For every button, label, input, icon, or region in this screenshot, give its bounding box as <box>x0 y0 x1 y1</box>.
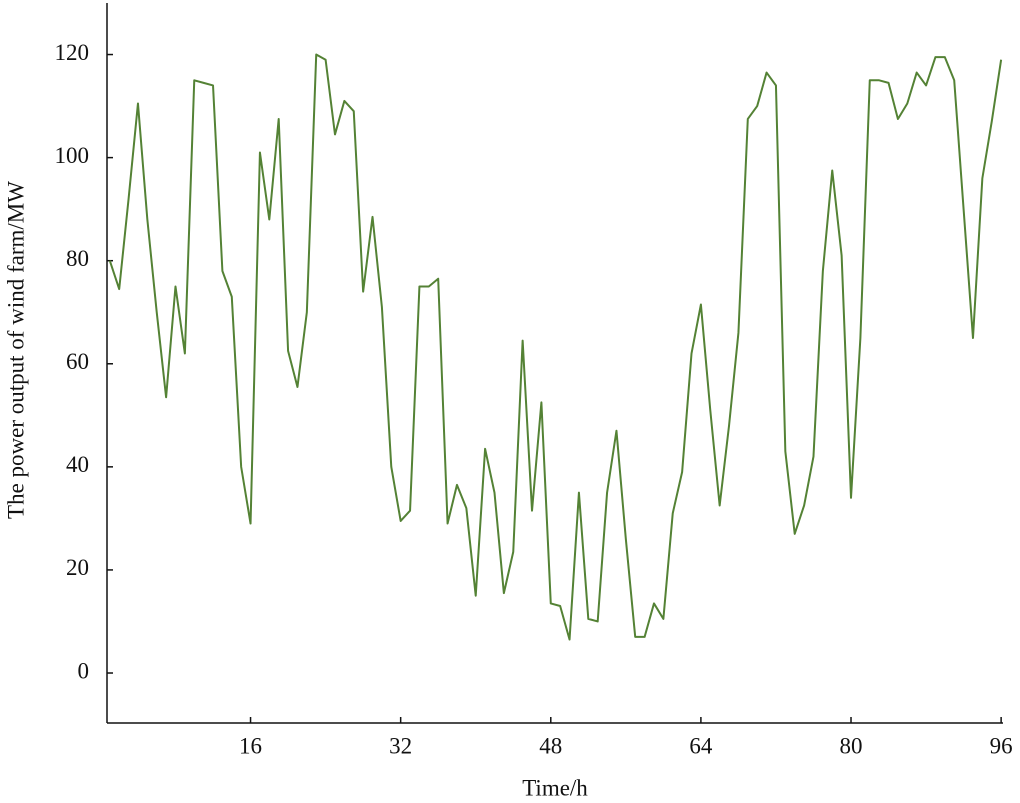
y-tick-label: 60 <box>66 349 89 374</box>
x-axis-label: Time/h <box>522 775 588 800</box>
y-tick-label: 100 <box>55 143 90 168</box>
y-tick-label: 0 <box>78 658 90 683</box>
y-axis-label: The power output of wind farm/MW <box>3 181 28 519</box>
y-tick-label: 20 <box>66 555 89 580</box>
x-tick-label: 48 <box>539 733 562 758</box>
data-line <box>108 53 1003 641</box>
x-tick-label: 16 <box>239 733 262 758</box>
x-tick-label: 32 <box>389 733 412 758</box>
x-tick-label: 64 <box>689 733 713 758</box>
x-tick-label: 80 <box>840 733 863 758</box>
x-tick-label: 96 <box>990 733 1013 758</box>
y-tick-label: 120 <box>55 40 90 65</box>
y-tick-label: 80 <box>66 246 89 271</box>
y-tick-label: 40 <box>66 452 89 477</box>
